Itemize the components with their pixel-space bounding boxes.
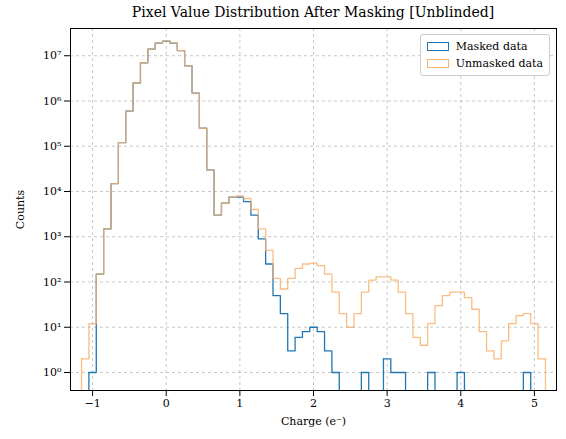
svg-text:4: 4 (457, 397, 464, 410)
svg-text:10⁴: 10⁴ (43, 185, 62, 198)
svg-text:10⁶: 10⁶ (43, 95, 62, 108)
svg-text:Charge (e⁻): Charge (e⁻) (281, 415, 346, 428)
svg-text:3: 3 (384, 397, 391, 410)
html-text:Pixel Value Distribution After: Pixel Value Distribution After Masking [… (131, 4, 495, 20)
svg-text:10⁵: 10⁵ (43, 140, 61, 153)
svg-text:10²: 10² (43, 276, 61, 289)
svg-text:10⁷: 10⁷ (43, 49, 62, 62)
html-text:Masked data: Masked data (455, 40, 528, 53)
html-text:Unmasked data: Unmasked data (455, 57, 543, 70)
svg-text:Counts: Counts (14, 190, 27, 230)
svg-text:10⁰: 10⁰ (43, 366, 62, 379)
svg-text:0: 0 (163, 397, 170, 410)
svg-text:10³: 10³ (43, 230, 61, 243)
svg-text:10¹: 10¹ (43, 321, 61, 334)
svg-text:−1: −1 (84, 397, 100, 410)
svg-text:2: 2 (310, 397, 317, 410)
svg-text:5: 5 (531, 397, 538, 410)
svg-text:1: 1 (236, 397, 243, 410)
